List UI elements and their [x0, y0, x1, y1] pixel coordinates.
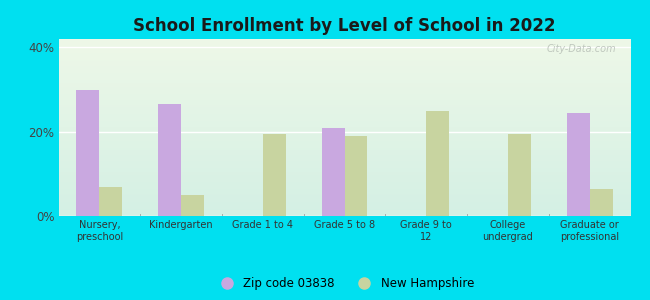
- Bar: [426, 111, 449, 216]
- Bar: [567, 113, 590, 216]
- Text: City-Data.com: City-Data.com: [547, 44, 616, 54]
- Bar: [263, 134, 285, 216]
- Bar: [158, 104, 181, 216]
- Bar: [590, 189, 612, 216]
- Bar: [99, 187, 122, 216]
- Bar: [181, 195, 204, 216]
- Bar: [344, 136, 367, 216]
- Bar: [508, 134, 531, 216]
- Bar: [77, 90, 99, 216]
- Legend: Zip code 03838, New Hampshire: Zip code 03838, New Hampshire: [210, 273, 479, 295]
- Bar: [322, 128, 344, 216]
- Title: School Enrollment by Level of School in 2022: School Enrollment by Level of School in …: [133, 17, 556, 35]
